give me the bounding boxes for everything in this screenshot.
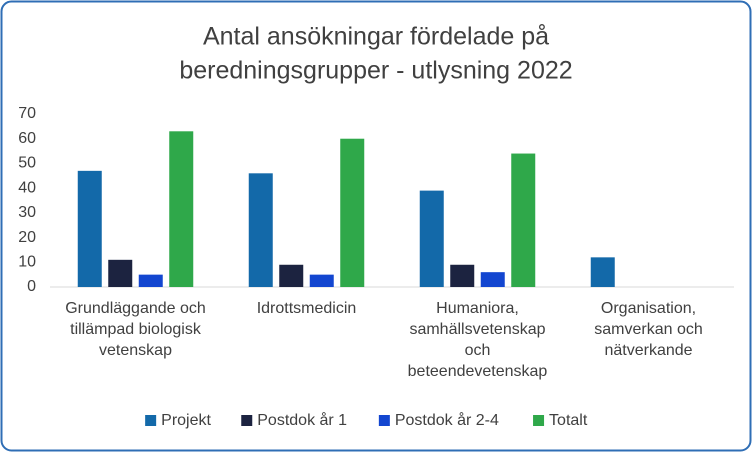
legend-swatch xyxy=(378,415,390,426)
bar xyxy=(77,170,102,287)
x-tick-label: Organisation, samverkan och nätverkande xyxy=(594,300,703,359)
legend-swatch xyxy=(145,415,157,426)
x-tick-label: Idrottsmedicin xyxy=(256,300,357,317)
legend-label: Projekt xyxy=(161,412,211,429)
legend-swatch xyxy=(533,415,545,426)
y-tick-label: 30 xyxy=(18,204,36,221)
bar xyxy=(450,264,475,287)
legend-swatch xyxy=(241,415,253,426)
chart-title: Antal ansökningar fördelade på xyxy=(203,23,549,51)
bar xyxy=(138,274,163,287)
legend-label: Postdok år 2-4 xyxy=(395,411,499,429)
y-tick-label: 70 xyxy=(18,105,36,122)
y-tick-label: 50 xyxy=(18,155,36,172)
x-tick-label: Humaniora, samhällsvetenskap och beteend… xyxy=(407,300,548,380)
legend-label: Postdok år 1 xyxy=(257,411,347,429)
chart-title: beredningsgrupper - utlysning 2022 xyxy=(179,57,572,85)
bar xyxy=(511,153,536,287)
bar xyxy=(309,274,334,287)
y-tick-label: 10 xyxy=(18,254,36,271)
bar xyxy=(279,264,304,287)
bar xyxy=(590,257,615,287)
y-tick-label: 60 xyxy=(18,130,36,147)
bar xyxy=(480,272,505,287)
bar xyxy=(169,131,194,287)
bar xyxy=(340,138,365,287)
y-tick-label: 20 xyxy=(18,229,36,246)
y-tick-label: 0 xyxy=(27,278,36,295)
bar xyxy=(248,173,273,287)
legend-label: Totalt xyxy=(549,412,588,429)
y-tick-label: 40 xyxy=(18,179,36,196)
x-tick-label: Grundläggande och tillämpad biologisk ve… xyxy=(65,300,206,359)
bar xyxy=(419,190,444,287)
bar xyxy=(108,259,133,287)
